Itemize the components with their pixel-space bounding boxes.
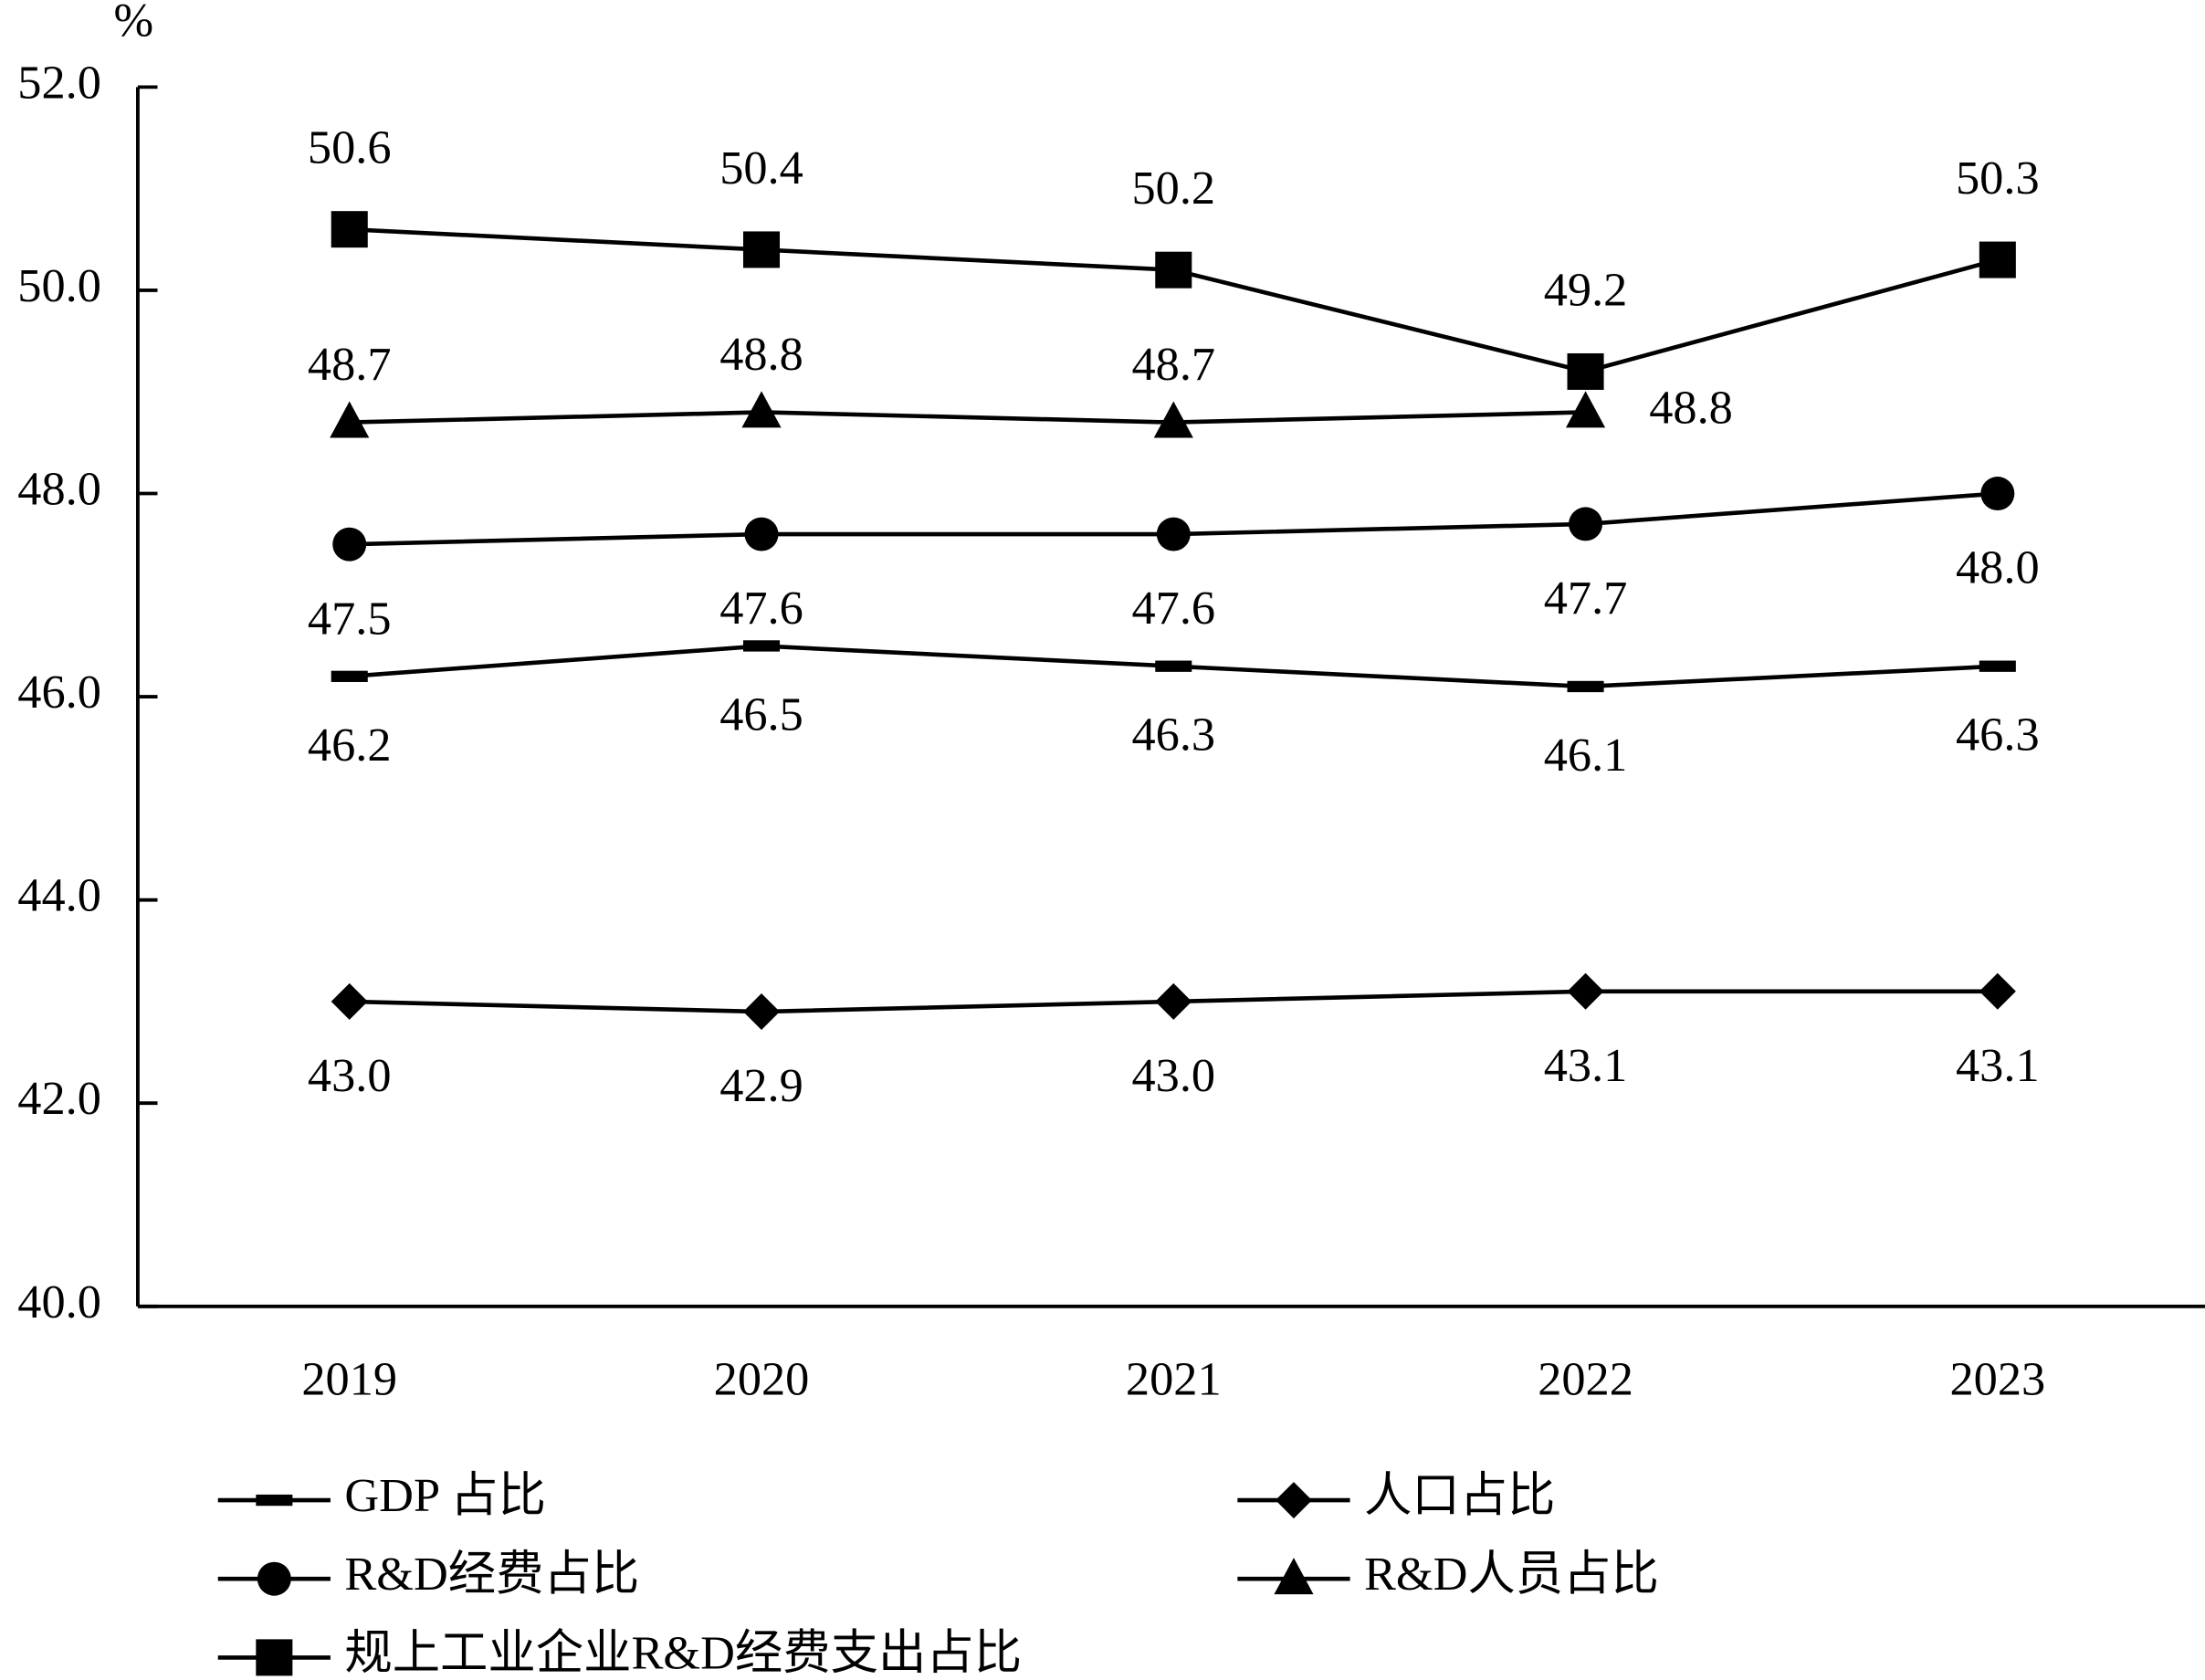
legend-label: 人口占比 bbox=[1364, 1469, 1555, 1522]
data-label: 48.7 bbox=[1131, 338, 1215, 391]
legend-label: GDP 占比 bbox=[344, 1469, 546, 1522]
legend-marker bbox=[257, 1561, 291, 1596]
y-tick-label: 44.0 bbox=[17, 869, 101, 922]
marker bbox=[1567, 352, 1604, 390]
data-label: 47.7 bbox=[1544, 572, 1628, 625]
y-unit: % bbox=[114, 0, 154, 47]
data-label: 48.7 bbox=[308, 338, 392, 391]
x-tick-label: 2021 bbox=[1126, 1352, 1222, 1405]
data-label: 42.9 bbox=[719, 1059, 803, 1112]
data-label: 50.2 bbox=[1131, 162, 1215, 215]
marker bbox=[1565, 391, 1606, 428]
marker bbox=[1567, 972, 1604, 1010]
marker bbox=[331, 982, 368, 1020]
data-label: 48.8 bbox=[719, 328, 803, 381]
legend-label: R&D经费占比 bbox=[344, 1548, 639, 1601]
data-label: 46.5 bbox=[719, 688, 803, 740]
legend-marker bbox=[256, 1494, 293, 1507]
marker bbox=[744, 517, 779, 551]
legend-marker bbox=[1274, 1558, 1314, 1595]
marker bbox=[1980, 477, 2015, 510]
data-label: 47.5 bbox=[308, 592, 392, 645]
marker bbox=[742, 640, 781, 652]
marker bbox=[741, 391, 782, 428]
data-label: 46.3 bbox=[1956, 709, 2040, 761]
marker bbox=[1979, 241, 2016, 278]
x-tick-label: 2020 bbox=[714, 1352, 810, 1405]
marker bbox=[1979, 660, 2016, 672]
data-label: 50.4 bbox=[719, 142, 803, 194]
data-label: 50.6 bbox=[308, 121, 392, 174]
data-label: 50.3 bbox=[1956, 152, 2040, 205]
data-label: 43.0 bbox=[308, 1049, 392, 1102]
legend-marker bbox=[1275, 1482, 1312, 1519]
marker bbox=[1155, 982, 1192, 1020]
marker bbox=[1153, 401, 1193, 438]
y-tick-label: 50.0 bbox=[17, 259, 101, 312]
marker bbox=[1155, 251, 1192, 289]
data-label: 43.0 bbox=[1131, 1049, 1215, 1102]
marker bbox=[742, 993, 781, 1031]
data-label: 47.6 bbox=[1131, 582, 1215, 635]
y-tick-label: 46.0 bbox=[17, 666, 101, 719]
data-label: 47.6 bbox=[719, 582, 803, 635]
marker bbox=[1569, 507, 1603, 541]
marker bbox=[330, 401, 370, 438]
y-tick-label: 48.0 bbox=[17, 463, 101, 516]
data-label: 48.8 bbox=[1649, 382, 1733, 435]
data-label: 43.1 bbox=[1956, 1039, 2040, 1092]
data-label: 46.3 bbox=[1131, 709, 1215, 761]
data-label: 48.0 bbox=[1956, 541, 2040, 594]
y-tick-label: 42.0 bbox=[17, 1072, 101, 1125]
x-tick-label: 2023 bbox=[1949, 1352, 2045, 1405]
x-tick-label: 2019 bbox=[301, 1352, 397, 1405]
marker bbox=[331, 670, 368, 682]
series-line bbox=[349, 410, 1586, 425]
data-label: 46.2 bbox=[308, 719, 392, 772]
data-label: 43.1 bbox=[1544, 1039, 1628, 1092]
marker bbox=[1567, 680, 1604, 693]
legend-marker bbox=[256, 1639, 293, 1676]
marker bbox=[1979, 972, 2016, 1010]
legend-label: R&D人员占比 bbox=[1364, 1548, 1659, 1601]
y-tick-label: 40.0 bbox=[17, 1276, 101, 1328]
y-tick-label: 52.0 bbox=[17, 56, 101, 109]
marker bbox=[1156, 517, 1191, 551]
marker bbox=[742, 231, 781, 268]
data-label: 49.2 bbox=[1544, 263, 1628, 316]
legend-label: 规上工业企业R&D经费支出占比 bbox=[344, 1626, 1022, 1679]
x-tick-label: 2022 bbox=[1538, 1352, 1633, 1405]
marker bbox=[331, 211, 368, 248]
marker bbox=[332, 527, 367, 562]
data-label: 46.1 bbox=[1544, 729, 1628, 782]
marker bbox=[1155, 660, 1192, 672]
